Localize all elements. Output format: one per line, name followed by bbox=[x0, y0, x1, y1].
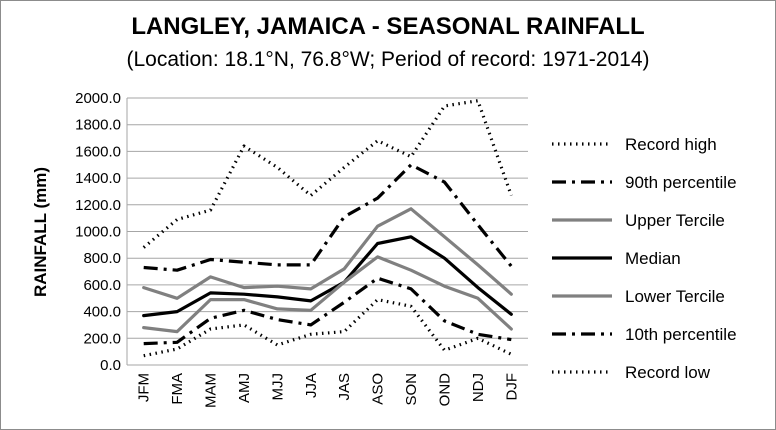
x-tick-label: JAS bbox=[336, 373, 353, 401]
legend-label: Upper Tercile bbox=[625, 211, 725, 230]
series-line-10th-percentile bbox=[143, 276, 512, 346]
legend-label: Record low bbox=[625, 363, 711, 382]
x-tick-label: MJJ bbox=[269, 373, 286, 401]
y-tick-label: 1800.0 bbox=[75, 117, 121, 134]
x-tick-label: FMA bbox=[169, 373, 186, 405]
x-tick-label: OND bbox=[436, 373, 453, 407]
x-tick-label: MAM bbox=[203, 373, 220, 408]
series-line-median bbox=[142, 235, 513, 318]
x-tick-label: JJA bbox=[303, 373, 320, 398]
legend-label: Median bbox=[625, 249, 681, 268]
series-line-record-low bbox=[143, 298, 512, 358]
x-tick-label: DJF bbox=[503, 373, 520, 401]
y-tick-label: 0.0 bbox=[100, 357, 121, 374]
y-tick-label: 800.0 bbox=[83, 250, 121, 267]
y-tick-label: 200.0 bbox=[83, 330, 121, 347]
x-tick-label: AMJ bbox=[236, 373, 253, 403]
y-tick-label: 2000.0 bbox=[75, 90, 121, 107]
y-tick-label: 1000.0 bbox=[75, 224, 121, 241]
legend: Record high 90th percentile Upper Tercile M… bbox=[552, 135, 737, 382]
legend-label: 90th percentile bbox=[625, 173, 737, 192]
legend-label: Record high bbox=[625, 135, 717, 154]
y-axis-label: RAINFALL (mm) bbox=[31, 167, 50, 297]
x-tick-label: SON bbox=[403, 373, 420, 406]
series-lines bbox=[142, 99, 513, 358]
y-tick-label: 1200.0 bbox=[75, 197, 121, 214]
y-tick-label: 1600.0 bbox=[75, 143, 121, 160]
series-line-upper-tercile bbox=[142, 207, 513, 300]
x-tick-label: NDJ bbox=[470, 373, 487, 402]
x-tick-label: JFM bbox=[136, 373, 153, 402]
legend-label: 10th percentile bbox=[625, 325, 737, 344]
x-axis-ticks: JFM FMA MAM AMJ MJJ JJA JAS ASO SON OND NDJ DJF bbox=[136, 373, 521, 408]
chart-title: LANGLEY, JAMAICA - SEASONAL RAINFALL bbox=[131, 13, 644, 40]
series-line-90th-percentile bbox=[143, 163, 513, 272]
x-tick-label: ASO bbox=[370, 373, 387, 405]
grid bbox=[126, 97, 528, 366]
y-tick-label: 1400.0 bbox=[75, 170, 121, 187]
series-line-lower-tercile bbox=[142, 255, 513, 334]
series-line-record-high bbox=[142, 99, 513, 249]
legend-label: Lower Tercile bbox=[625, 287, 725, 306]
y-tick-label: 600.0 bbox=[83, 277, 121, 294]
y-tick-label: 400.0 bbox=[83, 304, 121, 321]
chart-subtitle: (Location: 18.1°N, 76.8°W; Period of rec… bbox=[126, 48, 649, 71]
y-axis-ticks: 0.0 200.0 400.0 600.0 800.0 1000.0 1200.0 1400.… bbox=[75, 90, 121, 374]
